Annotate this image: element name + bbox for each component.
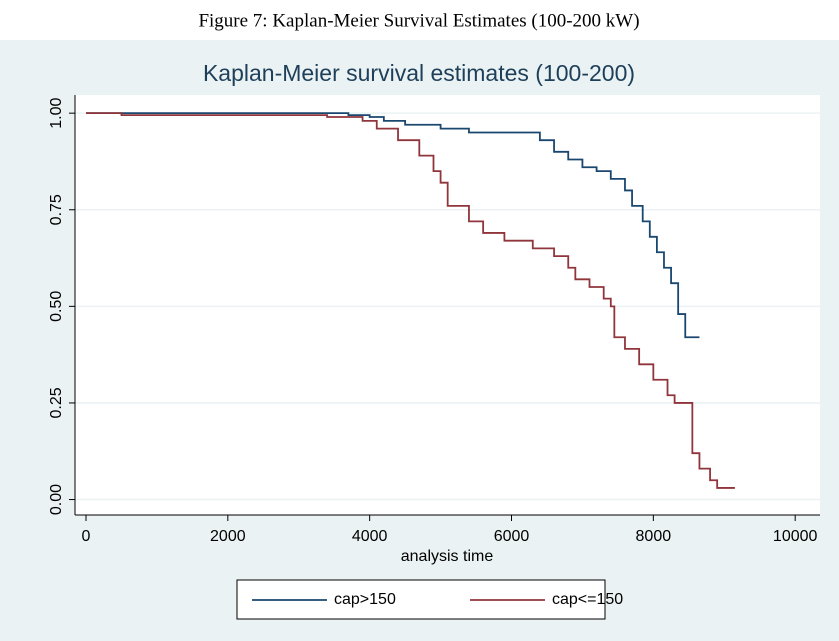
survival-curve	[85, 112, 735, 489]
legend-label: cap>150	[334, 591, 396, 608]
y-tick-label: 0.75	[48, 194, 65, 225]
legend-label: cap<=150	[552, 591, 623, 608]
plot-area	[75, 95, 820, 515]
figure-caption: Figure 7: Kaplan-Meier Survival Estimate…	[198, 10, 639, 31]
y-tick-label: 0.00	[48, 484, 65, 515]
x-tick-label: 4000	[352, 528, 388, 545]
y-tick-label: 0.25	[48, 387, 65, 418]
x-axis-title: analysis time	[401, 548, 494, 565]
x-tick-label: 2000	[210, 528, 246, 545]
x-tick-label: 0	[82, 528, 91, 545]
x-tick-label: 8000	[636, 528, 672, 545]
survival-curve	[85, 112, 700, 339]
y-tick-label: 1.00	[48, 97, 65, 128]
x-tick-label: 6000	[494, 528, 530, 545]
y-tick-label: 0.50	[48, 291, 65, 322]
chart-title: Kaplan-Meier survival estimates (100-200…	[203, 60, 635, 86]
x-tick-label: 10000	[773, 528, 818, 545]
